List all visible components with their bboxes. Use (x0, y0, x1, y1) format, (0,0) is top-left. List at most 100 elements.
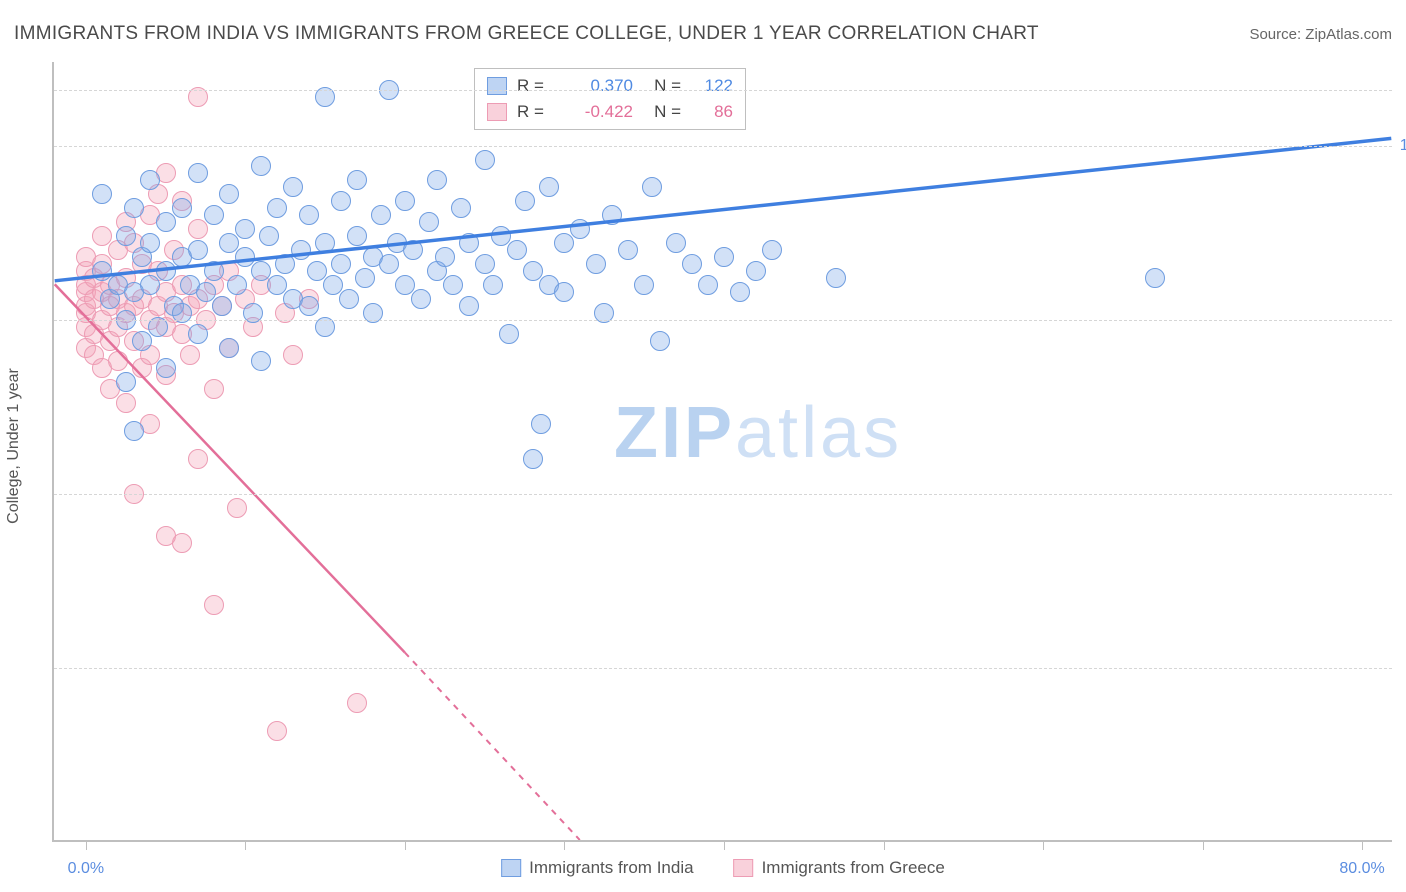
scatter-point (291, 240, 311, 260)
scatter-point (666, 233, 686, 253)
scatter-point (188, 240, 208, 260)
scatter-point (539, 177, 559, 197)
scatter-point (283, 345, 303, 365)
scatter-point (1145, 268, 1165, 288)
scatter-point (714, 247, 734, 267)
scatter-point (443, 275, 463, 295)
scatter-point (156, 212, 176, 232)
stats-row: R =0.370N =122 (475, 73, 745, 99)
stat-n-label: N = (643, 102, 681, 122)
stats-row: R = -0.422 N = 86 (475, 99, 745, 125)
scatter-point (116, 226, 136, 246)
scatter-point (523, 449, 543, 469)
scatter-point (204, 261, 224, 281)
stat-r-value: 0.370 (569, 76, 633, 96)
scatter-point (586, 254, 606, 274)
scatter-point (267, 721, 287, 741)
scatter-point (475, 150, 495, 170)
y-axis-label: College, Under 1 year (5, 368, 23, 524)
scatter-point (251, 156, 271, 176)
x-tick (1043, 840, 1044, 850)
x-tick (884, 840, 885, 850)
gridline-h (54, 668, 1392, 669)
scatter-point (435, 247, 455, 267)
scatter-point (188, 163, 208, 183)
trend-lines (54, 62, 1392, 840)
scatter-point (395, 191, 415, 211)
scatter-point (212, 296, 232, 316)
scatter-point (299, 296, 319, 316)
bottom-legend: Immigrants from India Immigrants from Gre… (501, 858, 945, 878)
scatter-point (188, 324, 208, 344)
scatter-point (251, 351, 271, 371)
title-bar: IMMIGRANTS FROM INDIA VS IMMIGRANTS FROM… (14, 18, 1392, 50)
stat-r-label: R = (517, 76, 559, 96)
scatter-point (618, 240, 638, 260)
scatter-point (419, 212, 439, 232)
scatter-point (459, 233, 479, 253)
scatter-point (339, 289, 359, 309)
scatter-point (730, 282, 750, 302)
scatter-point (140, 275, 160, 295)
scatter-point (140, 233, 160, 253)
x-tick (724, 840, 725, 850)
scatter-point (92, 184, 112, 204)
stat-n-value: 86 (691, 102, 733, 122)
legend-item: Immigrants from Greece (734, 858, 945, 878)
scatter-point (204, 595, 224, 615)
x-tick (245, 840, 246, 850)
scatter-point (347, 170, 367, 190)
gridline-h (54, 90, 1392, 91)
scatter-point (475, 254, 495, 274)
x-tick (1203, 840, 1204, 850)
scatter-point (554, 233, 574, 253)
scatter-point (156, 526, 176, 546)
scatter-point (331, 191, 351, 211)
scatter-point (180, 345, 200, 365)
scatter-point (204, 205, 224, 225)
x-tick-label: 0.0% (68, 860, 104, 878)
y-tick-label: 100.0% (1400, 137, 1406, 155)
scatter-point (188, 449, 208, 469)
scatter-point (315, 233, 335, 253)
source-attribution: Source: ZipAtlas.com (1249, 26, 1392, 43)
scatter-point (531, 414, 551, 434)
scatter-point (634, 275, 654, 295)
gridline-h (54, 146, 1392, 147)
x-tick (1362, 840, 1363, 850)
scatter-point (602, 205, 622, 225)
legend-label: Immigrants from India (529, 858, 693, 878)
scatter-point (379, 254, 399, 274)
scatter-point (156, 261, 176, 281)
scatter-point (124, 421, 144, 441)
scatter-point (483, 275, 503, 295)
scatter-point (124, 198, 144, 218)
scatter-point (116, 372, 136, 392)
gridline-h (54, 320, 1392, 321)
legend-label: Immigrants from Greece (762, 858, 945, 878)
scatter-point (570, 219, 590, 239)
scatter-point (219, 184, 239, 204)
scatter-point (116, 393, 136, 413)
scatter-point (459, 296, 479, 316)
scatter-point (826, 268, 846, 288)
scatter-point (275, 254, 295, 274)
watermark: ZIPatlas (614, 392, 902, 474)
scatter-point (650, 331, 670, 351)
stat-n-value: 122 (691, 76, 733, 96)
stat-r-label: R = (517, 102, 559, 122)
legend-swatch-pink (734, 859, 754, 877)
scatter-point (156, 358, 176, 378)
scatter-point (507, 240, 527, 260)
scatter-point (267, 198, 287, 218)
plot-area: ZIPatlas R =0.370N =122R =-0.422N =86 Im… (52, 62, 1392, 842)
scatter-point (554, 282, 574, 302)
scatter-point (188, 219, 208, 239)
stat-r-value: -0.422 (569, 102, 633, 122)
scatter-point (132, 331, 152, 351)
scatter-point (331, 254, 351, 274)
legend-swatch-pink (487, 103, 507, 121)
scatter-point (698, 275, 718, 295)
scatter-point (219, 338, 239, 358)
legend-item: Immigrants from India (501, 858, 693, 878)
